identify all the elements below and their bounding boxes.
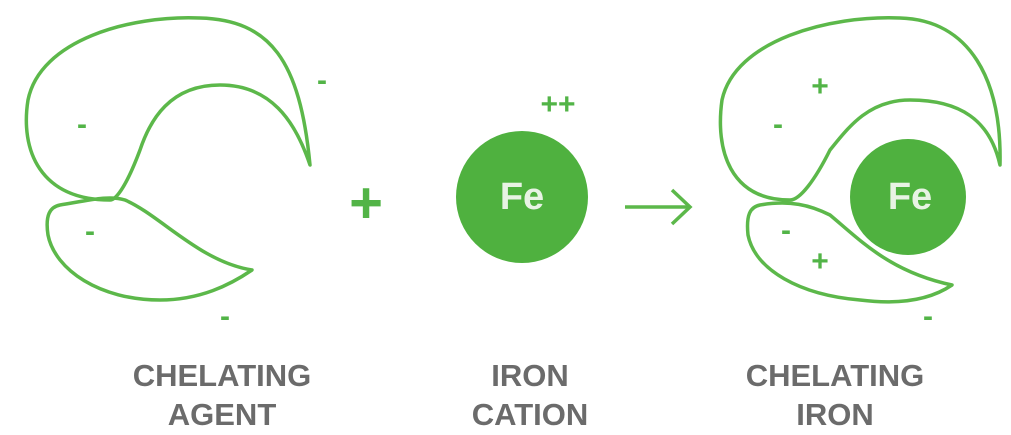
charge: + [811, 245, 829, 278]
charge: + [811, 70, 829, 103]
charge: - [781, 214, 791, 247]
plus-operator: + [349, 170, 383, 235]
iron-symbol: Fe [500, 176, 544, 218]
charge: - [85, 215, 95, 248]
arrow [625, 190, 690, 224]
label: AGENT [168, 397, 277, 432]
label: IRON [491, 358, 569, 393]
charge: - [77, 108, 87, 141]
diagram: - - - - + Fe ++ Fe + - - + - CHELATING A… [0, 0, 1011, 435]
iron-symbol: Fe [888, 176, 932, 218]
label: IRON [796, 397, 874, 432]
charge: ++ [540, 88, 575, 121]
label: CHELATING [133, 358, 312, 393]
charge: - [220, 300, 230, 333]
charge: - [317, 64, 327, 97]
agent-upper-lobe [26, 18, 310, 200]
charge: - [773, 108, 783, 141]
agent-lower-lobe [47, 198, 252, 300]
label: CATION [472, 397, 589, 432]
label: CHELATING [746, 358, 925, 393]
charge: - [923, 300, 933, 333]
